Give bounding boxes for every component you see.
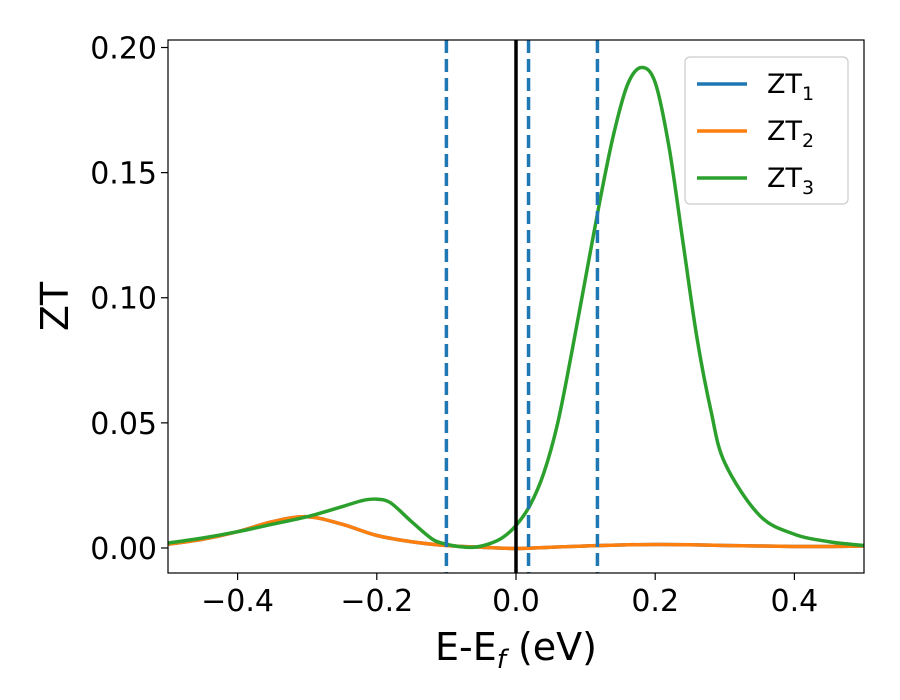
- legend-box: [684, 56, 849, 205]
- x-tick-label: 0.2: [631, 584, 679, 619]
- legend-label-zt3: ZT3: [767, 163, 814, 199]
- x-tick-label: 0.4: [771, 584, 819, 619]
- x-axis-label: E-Ef (eV): [435, 625, 597, 675]
- y-axis-label: ZT: [33, 281, 77, 331]
- legend-label-zt1: ZT1: [767, 69, 814, 105]
- y-tick-label: 0.05: [90, 407, 157, 442]
- legend: ZT1 ZT2 ZT3: [684, 56, 849, 205]
- axis-ticks: −0.4 −0.2 0.0 0.2 0.4 0.00 0.05 0.10 0.15 0.20: [90, 32, 818, 619]
- legend-label-zt2: ZT2: [767, 116, 814, 152]
- x-tick-label: −0.2: [340, 584, 413, 619]
- series-line-zt3: [168, 65, 864, 550]
- y-tick-label: 0.15: [90, 157, 157, 192]
- plot-content: [168, 40, 864, 573]
- y-tick-label: 0.10: [90, 282, 157, 317]
- y-tick-label: 0.20: [90, 32, 157, 67]
- y-tick-label: 0.00: [90, 532, 157, 567]
- x-tick-label: −0.4: [201, 584, 274, 619]
- x-axis-label-unit: (eV): [506, 625, 597, 669]
- x-tick-label: 0.0: [492, 584, 540, 619]
- x-axis-label-main: E-E: [435, 625, 497, 669]
